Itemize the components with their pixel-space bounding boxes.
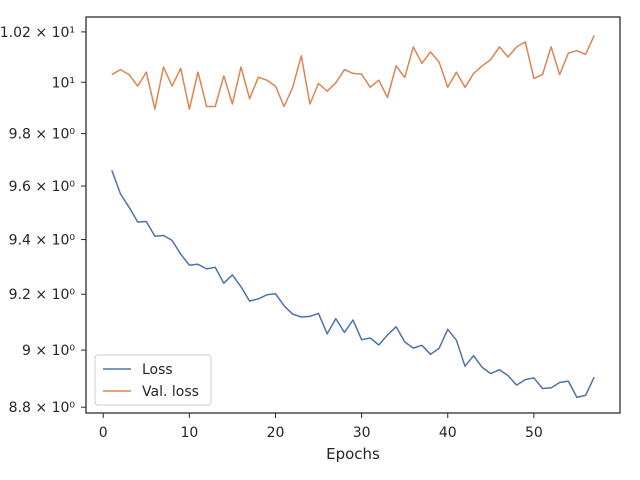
legend-entry: Loss (142, 362, 173, 378)
y-axis: 8.8 × 10⁰ 9 × 10⁰ 9.2 × 10⁰ 9.4 × 10⁰ 9.6 × … (0, 25, 86, 416)
legend-entry: Val. loss (142, 384, 199, 400)
series-line-1 (111, 35, 595, 110)
x-axis-label: Epochs (326, 445, 380, 463)
y-tick-label: 9.8 × 10⁰ (9, 127, 76, 143)
y-tick-label: 9.2 × 10⁰ (9, 287, 76, 303)
legend: Loss Val. loss (94, 354, 212, 406)
axes-frame (85, 16, 621, 414)
x-tick-label: 0 (99, 425, 108, 441)
y-tick-label: 9.4 × 10⁰ (9, 233, 76, 249)
y-tick-label: 1.02 × 10¹ (0, 25, 75, 41)
y-tick-label: 10¹ (52, 75, 75, 91)
legend-box (94, 354, 212, 406)
plot-area (111, 35, 595, 399)
x-axis: 0 10 20 30 40 50 (99, 413, 543, 441)
x-tick-label: 20 (267, 425, 285, 441)
x-tick-label: 30 (353, 425, 371, 441)
series-line-0 (111, 169, 595, 399)
x-tick-label: 40 (439, 425, 457, 441)
x-tick-label: 10 (180, 425, 198, 441)
y-tick-label: 9 × 10⁰ (22, 343, 75, 359)
y-tick-label: 9.6 × 10⁰ (9, 179, 76, 195)
y-tick-label: 8.8 × 10⁰ (9, 400, 76, 416)
x-tick-label: 50 (525, 425, 543, 441)
